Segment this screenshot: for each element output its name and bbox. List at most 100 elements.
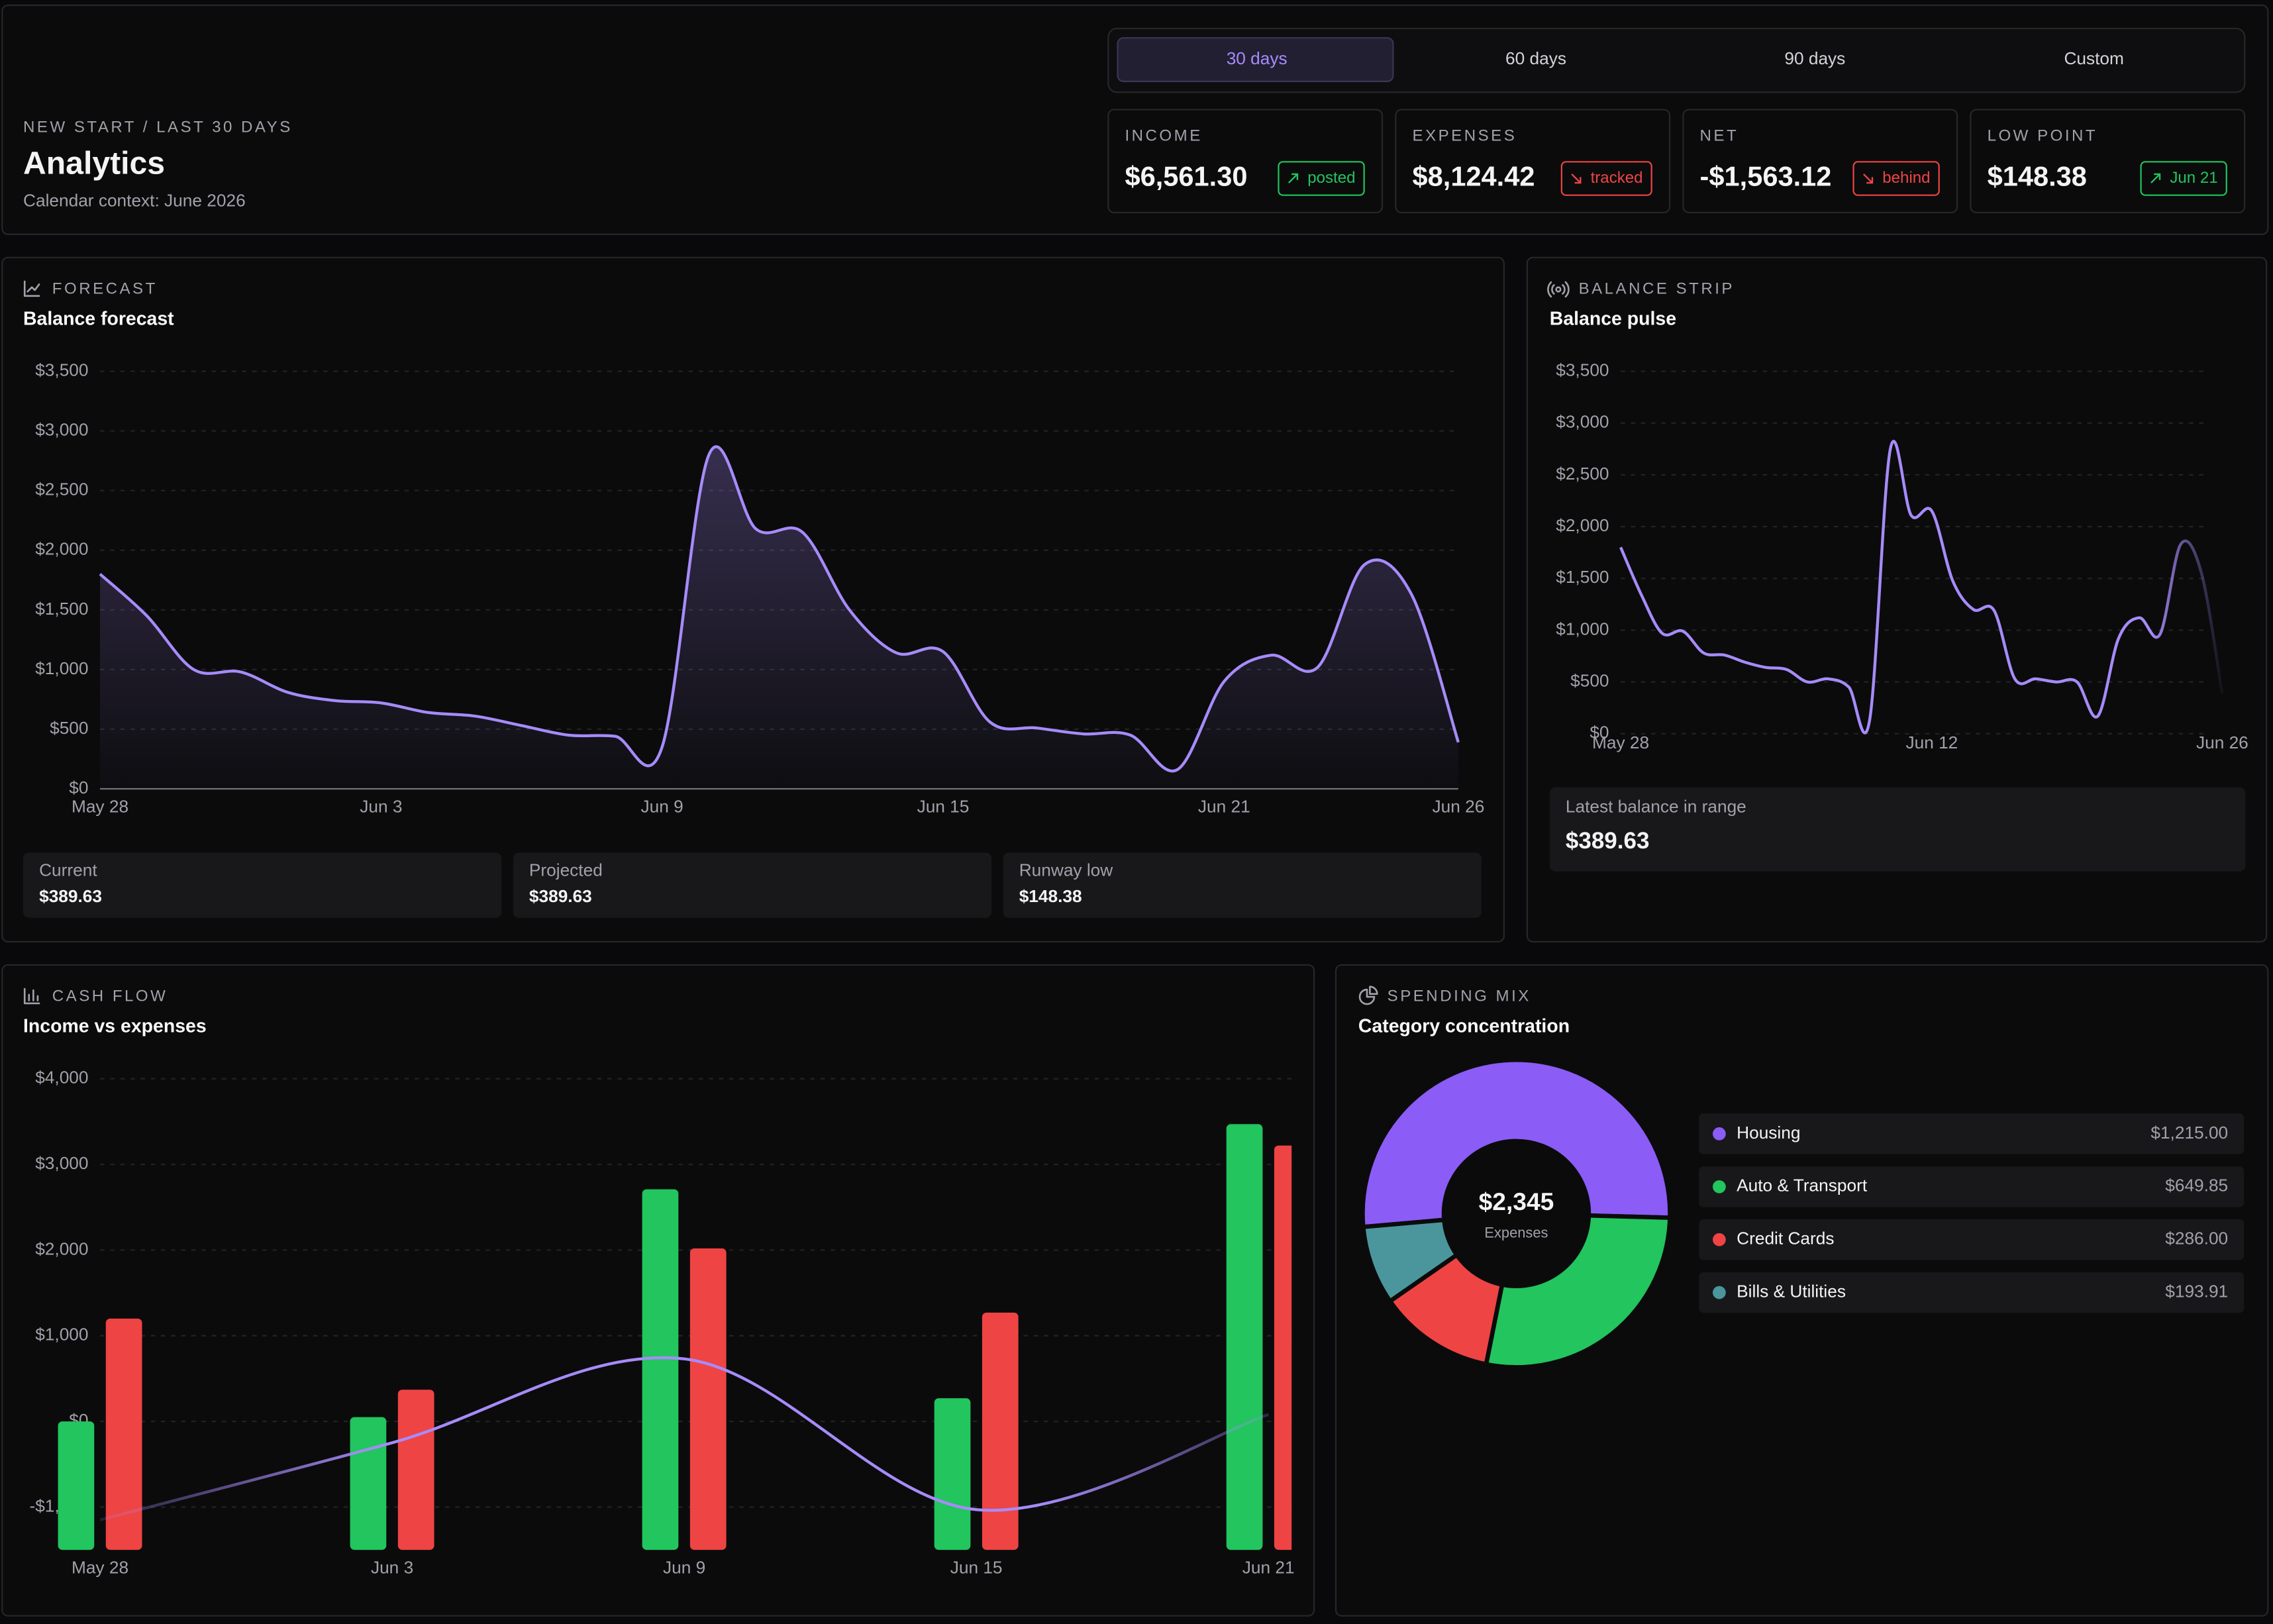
latest-box: [1549, 787, 2246, 872]
legend-value: $1,215.00: [2150, 1123, 2228, 1142]
bar: [105, 1318, 142, 1550]
legend-dot: [1713, 1180, 1726, 1193]
legend-name: Housing: [1737, 1123, 1800, 1142]
plot: [58, 1124, 1292, 1550]
y-tick-label: $1,000: [1556, 619, 1609, 638]
x-tick-label: Jun 3: [360, 796, 402, 816]
kpi-card: [1970, 109, 2246, 214]
x-tick-label: May 28: [72, 796, 128, 816]
y-tick-label: $1,000: [35, 658, 88, 678]
y-tick-label: $500: [1570, 671, 1609, 691]
x-tick-label: Jun 9: [641, 796, 683, 816]
section-label: CASH FLOW: [52, 987, 168, 1005]
y-tick-label: $3,500: [1556, 360, 1609, 380]
stat-value: $389.63: [529, 886, 592, 906]
section-label: BALANCE STRIP: [1579, 279, 1735, 297]
section-label: SPENDING MIX: [1388, 987, 1531, 1005]
kpi-badge: [1852, 161, 1940, 196]
bar: [350, 1417, 387, 1550]
latest-label: Latest balance in range: [1566, 796, 1746, 816]
bar: [1226, 1124, 1263, 1550]
legend-name: Bills & Utilities: [1737, 1282, 1846, 1301]
y-tick-label: $2,500: [1556, 464, 1609, 483]
bar: [58, 1421, 95, 1550]
kpi-value: $8,124.42: [1413, 160, 1535, 191]
tab-active[interactable]: [1117, 37, 1394, 82]
legend-dot: [1713, 1233, 1726, 1246]
y-tick-label: $2,000: [35, 1239, 88, 1258]
x-tick-label: Jun 15: [917, 796, 970, 816]
bar: [397, 1390, 434, 1550]
legend-row: [1699, 1166, 2245, 1207]
kpi-value: $148.38: [1988, 160, 2087, 191]
kpi-badge-text: Jun 21: [2170, 169, 2217, 187]
legend-dot: [1713, 1127, 1726, 1141]
subtitle: Calendar context: June 2026: [23, 190, 246, 210]
kpi-label: INCOME: [1125, 127, 1202, 144]
stat-box: [513, 852, 992, 918]
badge-arrow: [2150, 173, 2161, 183]
x-tick-label: Jun 3: [371, 1557, 413, 1577]
legend-value: $649.85: [2165, 1176, 2228, 1195]
line: [99, 1356, 1269, 1521]
section-title: Balance pulse: [1550, 308, 1676, 329]
section-title: Income vs expenses: [23, 1016, 207, 1037]
y-tick-label: $3,000: [1556, 412, 1609, 432]
legend-value: $286.00: [2165, 1229, 2228, 1248]
section-label: FORECAST: [52, 279, 158, 297]
stat-value: $148.38: [1019, 886, 1082, 906]
legend-value: $193.91: [2165, 1282, 2228, 1301]
x-tick-label: Jun 12: [1905, 733, 1958, 752]
y-tick-label: $1,000: [35, 1325, 88, 1345]
kpi-value: -$1,563.12: [1700, 160, 1832, 191]
y-tick-label: $1,500: [35, 599, 88, 619]
x-tick-label: Jun 9: [663, 1557, 705, 1577]
donut-slice: [1361, 1217, 1459, 1303]
y-tick-label: $2,000: [35, 539, 88, 559]
stat-label: Runway low: [1019, 860, 1114, 880]
kpi-badge: [2140, 161, 2227, 196]
kpi-label: NET: [1700, 127, 1739, 144]
badge-arrow: [1862, 174, 1874, 184]
kpi-badge-text: behind: [1882, 169, 1930, 187]
x-tick-label: May 28: [72, 1557, 128, 1577]
x-tick-label: Jun 26: [1432, 796, 1484, 816]
kpi-card: [1395, 109, 1671, 214]
kpi-label: LOW POINT: [1988, 127, 2098, 144]
donut-center-label: Expenses: [1484, 1225, 1548, 1241]
area: [100, 446, 1458, 789]
pie-icon: [1358, 986, 1378, 1005]
x-tick-label: Jun 21: [1242, 1557, 1295, 1577]
section-title: Category concentration: [1358, 1016, 1570, 1037]
tab[interactable]: 30 days: [1227, 48, 1288, 68]
page-title: Analytics: [23, 146, 165, 181]
tab[interactable]: 60 days: [1505, 48, 1566, 68]
y-tick-label: $0: [1590, 723, 1609, 742]
tab[interactable]: Custom: [2064, 48, 2123, 68]
tab[interactable]: 90 days: [1784, 48, 1845, 68]
y-tick-label: $0: [69, 778, 88, 797]
y-tick-label: $3,000: [35, 420, 88, 440]
legend-row: [1699, 1219, 2245, 1260]
x-tick-label: Jun 21: [1198, 796, 1250, 816]
legend-name: Auto & Transport: [1737, 1176, 1868, 1195]
donut-slice: [1360, 1058, 1672, 1229]
bar: [934, 1398, 971, 1550]
y-tick-label: $3,000: [35, 1153, 88, 1173]
breadcrumb: NEW START / LAST 30 DAYS: [23, 118, 293, 136]
stat-label: Current: [39, 860, 97, 880]
bar: [642, 1189, 679, 1550]
forecast-icon: [23, 280, 40, 297]
donut-center-value: $2,345: [1479, 1188, 1554, 1215]
badge-arrow: [1571, 174, 1582, 184]
y-tick-label: $2,000: [1556, 515, 1609, 535]
balance-strip-panel: [1526, 256, 2268, 942]
x-tick-label: Jun 15: [950, 1557, 1003, 1577]
kpi-badge-text: posted: [1307, 169, 1355, 187]
bar: [689, 1248, 727, 1550]
kpi-card: [1107, 109, 1384, 214]
y-tick-label: $3,500: [35, 360, 88, 380]
donut-slice: [1484, 1213, 1672, 1370]
